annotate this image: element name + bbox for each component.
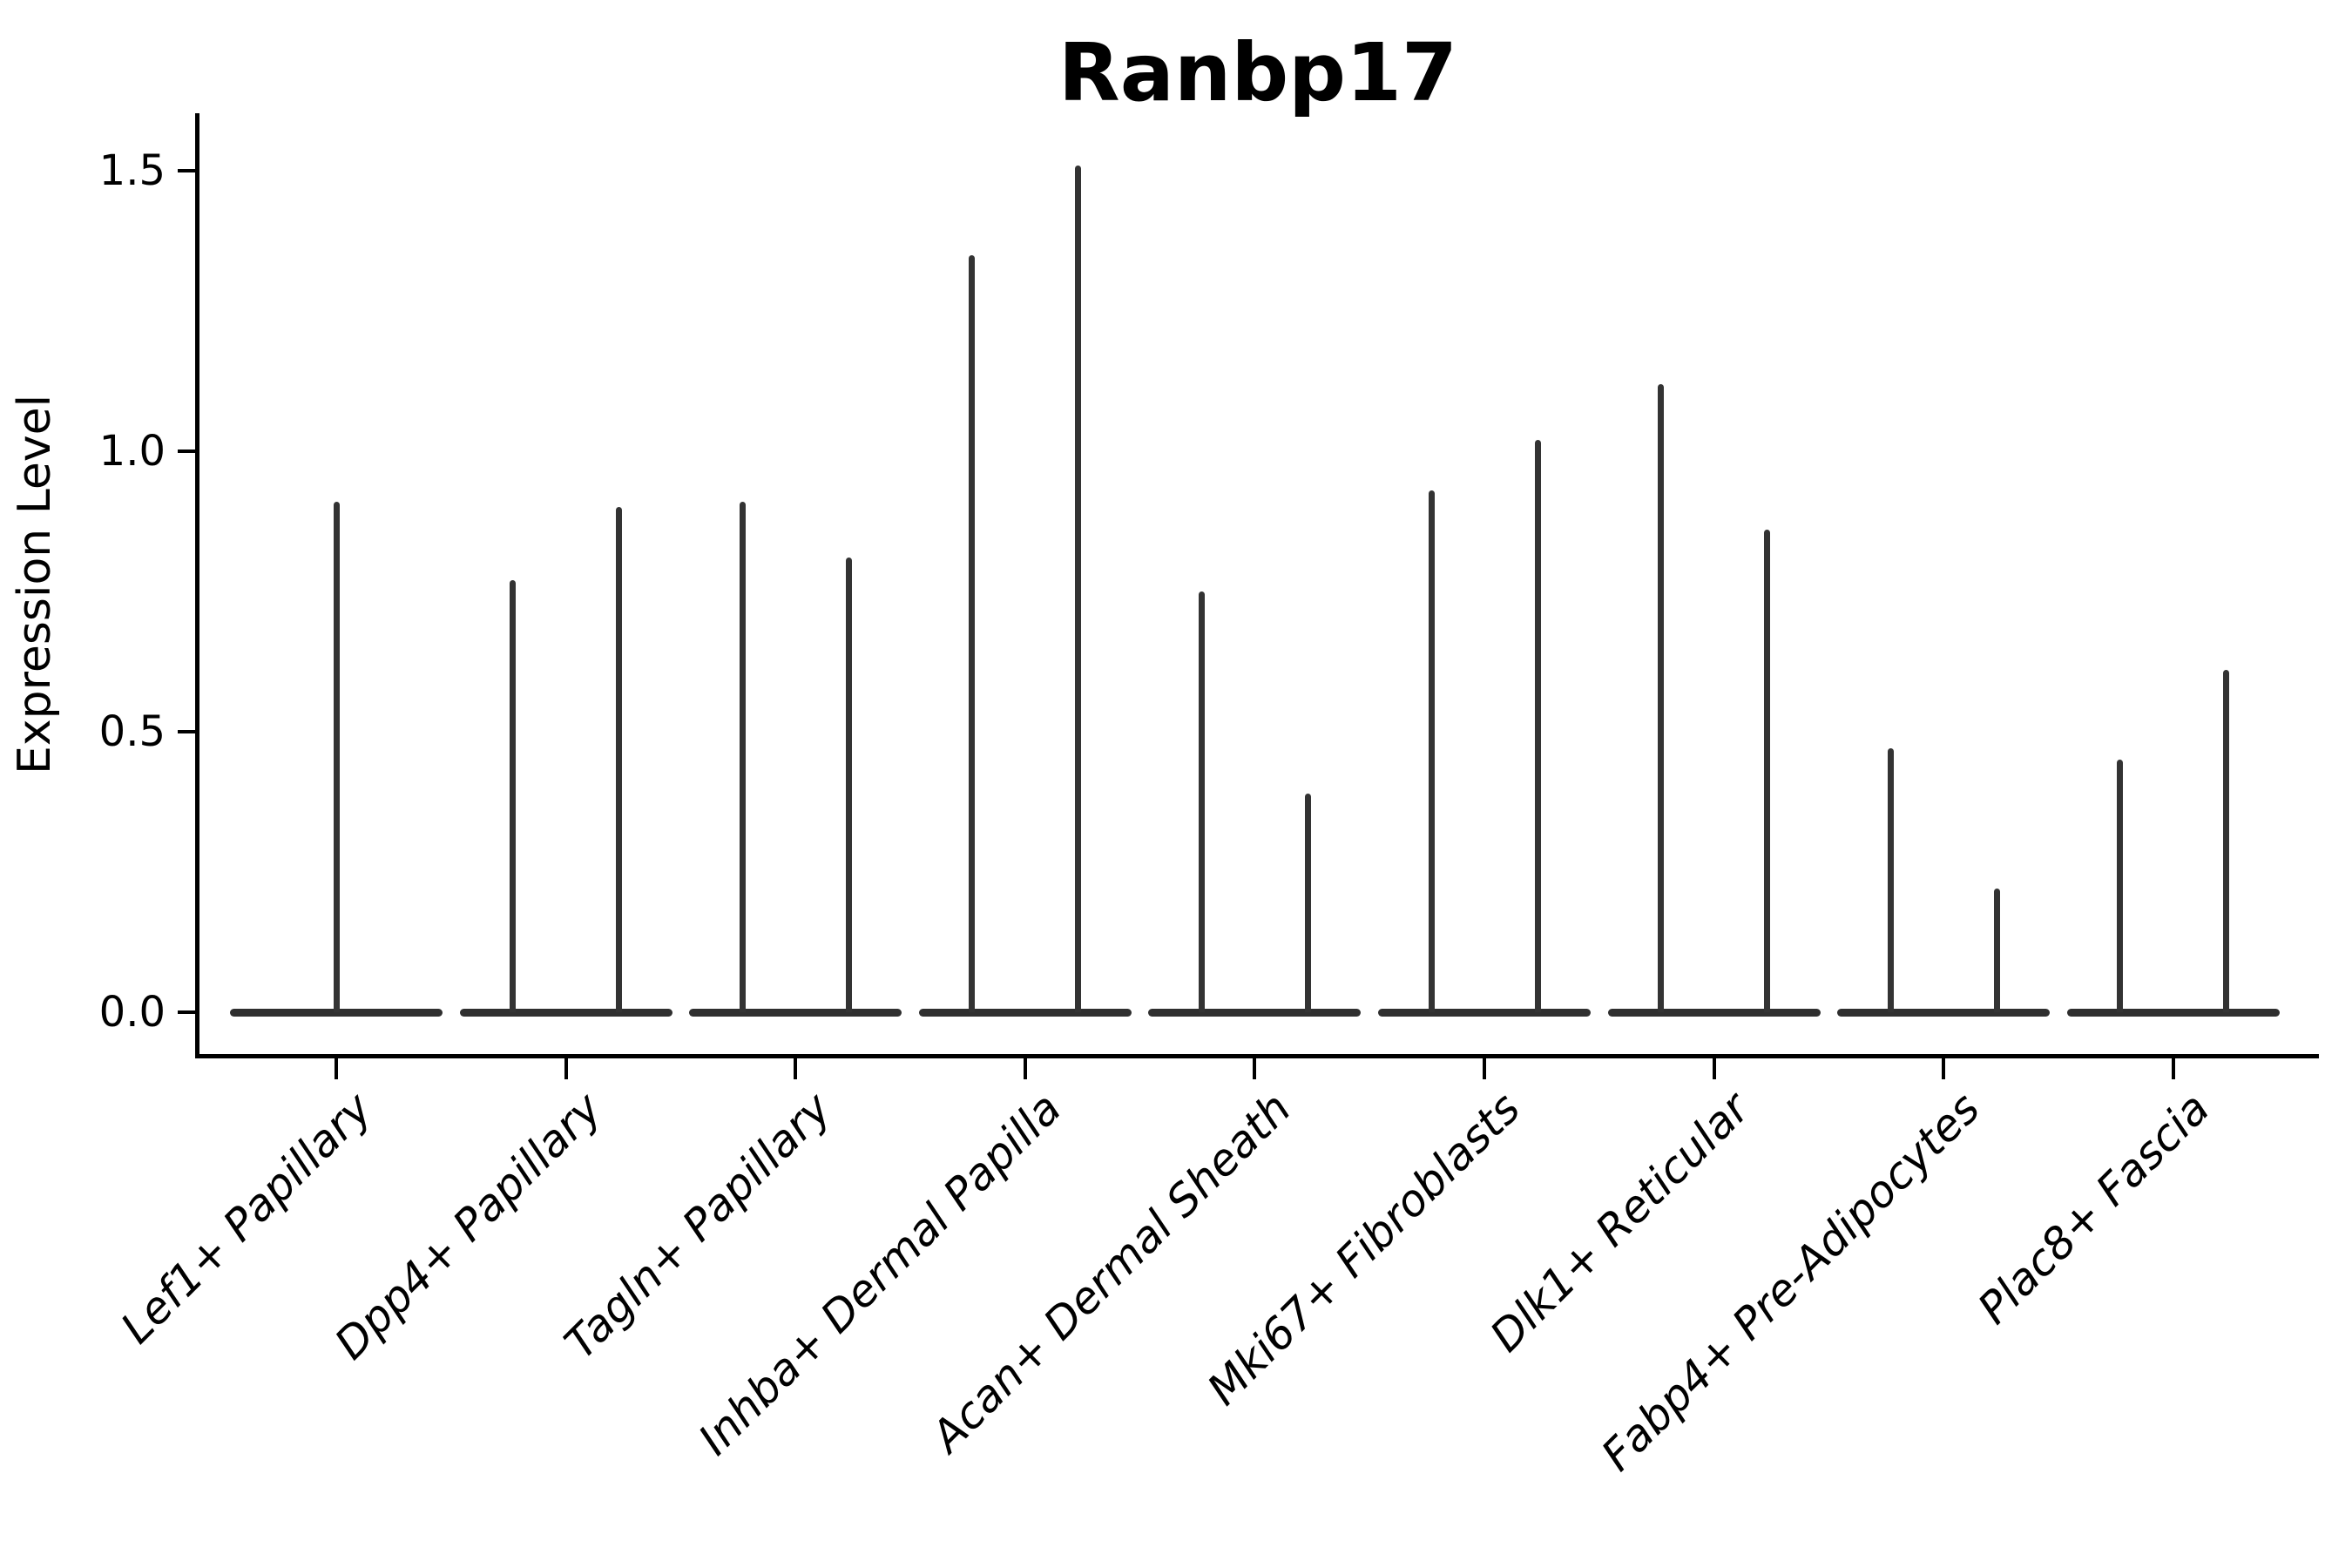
y-tick-label: 0.5 [98, 707, 166, 756]
x-tick-mark [1483, 1058, 1486, 1079]
x-tick-label: Lef1+ Papillary [111, 1083, 382, 1354]
y-axis-spine [195, 113, 199, 1058]
y-axis-label: Expression Level [9, 394, 61, 775]
x-axis-spine [195, 1054, 2319, 1058]
x-tick-mark [794, 1058, 798, 1079]
y-tick-label: 1.5 [98, 146, 166, 195]
y-tick-label: 0.0 [98, 988, 166, 1037]
x-tick-label: Dlk1+ Reticular [1481, 1083, 1760, 1362]
violin-spike [1428, 490, 1435, 1012]
violin-spike [1198, 591, 1205, 1012]
y-tick-mark [178, 1010, 197, 1014]
violin-spike [969, 254, 976, 1012]
violin-spike [2117, 760, 2124, 1012]
x-tick-mark [1712, 1058, 1716, 1079]
violin-base [1837, 1009, 2051, 1017]
y-tick-mark [178, 169, 197, 172]
y-tick-label: 1.0 [98, 427, 166, 476]
y-tick-mark [178, 730, 197, 733]
violin-base [2066, 1009, 2280, 1017]
violin-base [1607, 1009, 1821, 1017]
violin-spike [1887, 748, 1894, 1012]
violin-spike [739, 501, 746, 1012]
violin-base [689, 1009, 902, 1017]
violin-base [230, 1009, 443, 1017]
violin-spike [1658, 383, 1665, 1012]
violin-spike [333, 501, 340, 1012]
violin-spike [1534, 440, 1541, 1012]
violin-base [1148, 1009, 1362, 1017]
chart-title: Ranbp17 [1058, 26, 1458, 119]
violin-base [459, 1009, 672, 1017]
x-tick-mark [335, 1058, 338, 1079]
violin-spike [616, 507, 623, 1012]
violin-spike [1764, 530, 1771, 1012]
violin-spike [845, 558, 852, 1012]
violin-base [918, 1009, 1132, 1017]
x-tick-label: Plac8+ Fascia [1968, 1083, 2219, 1335]
violin-spike [2223, 670, 2230, 1012]
violin-spike [510, 580, 517, 1012]
x-tick-mark [1253, 1058, 1257, 1079]
y-tick-mark [178, 449, 197, 453]
violin-spike [1993, 889, 2000, 1012]
violin-spike [1304, 793, 1311, 1012]
violin-base [1378, 1009, 1591, 1017]
x-tick-mark [1942, 1058, 1946, 1079]
x-tick-mark [564, 1058, 568, 1079]
x-tick-mark [1023, 1058, 1027, 1079]
x-tick-label: Fabp4+ Pre-Adipocytes [1591, 1083, 1990, 1481]
x-tick-mark [2171, 1058, 2175, 1079]
violin-spike [1075, 165, 1082, 1012]
